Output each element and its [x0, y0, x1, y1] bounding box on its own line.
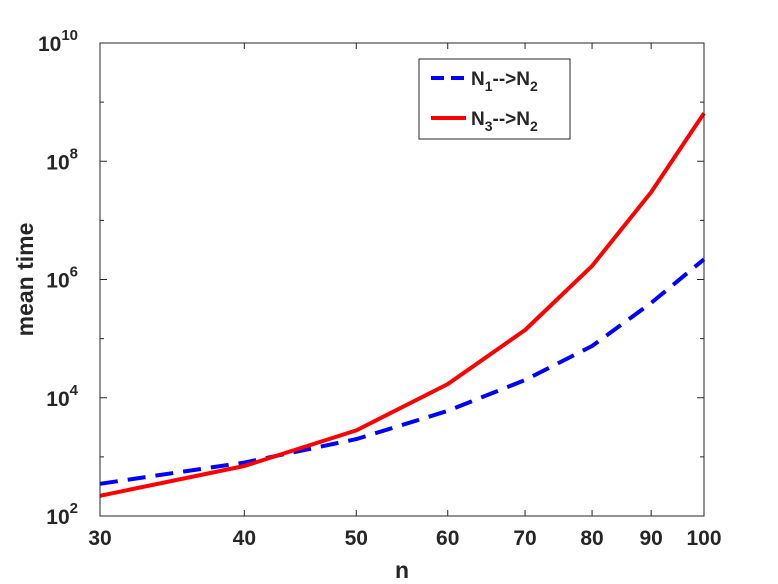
series-lines: [99, 112, 706, 498]
legend-label-2: N3-->N2: [471, 109, 538, 134]
y-tick-labels: 102 104 106 108 1010: [38, 27, 79, 529]
series-line-2: [99, 112, 706, 498]
y-axis-label: mean time: [12, 223, 38, 337]
x-tick-label: 40: [233, 527, 256, 550]
legend-box: [418, 58, 571, 140]
y-tick-label: 108: [46, 145, 78, 174]
x-tick-labels: 30 40 50 60 70 80 90 100: [88, 527, 721, 550]
axis-ticks: [99, 42, 705, 517]
x-tick-label: 30: [88, 527, 111, 550]
x-tick-label: 100: [686, 527, 721, 550]
legend-label-1: N1-->N2: [471, 69, 538, 94]
y-tick-label: 104: [46, 382, 78, 411]
legend: N1-->N2 N3-->N2: [418, 58, 571, 140]
series-line-1: [99, 257, 706, 486]
x-tick-label: 50: [345, 527, 368, 550]
y-tick-label: 1010: [38, 27, 78, 56]
x-tick-label: 80: [580, 527, 603, 550]
x-tick-label: 90: [639, 527, 662, 550]
x-tick-label: 70: [513, 527, 536, 550]
x-tick-label: 60: [436, 527, 459, 550]
x-axis-label: n: [395, 557, 409, 583]
plot-area-frame: [99, 42, 705, 517]
y-tick-label: 106: [46, 264, 78, 293]
y-tick-label: 102: [46, 500, 78, 529]
